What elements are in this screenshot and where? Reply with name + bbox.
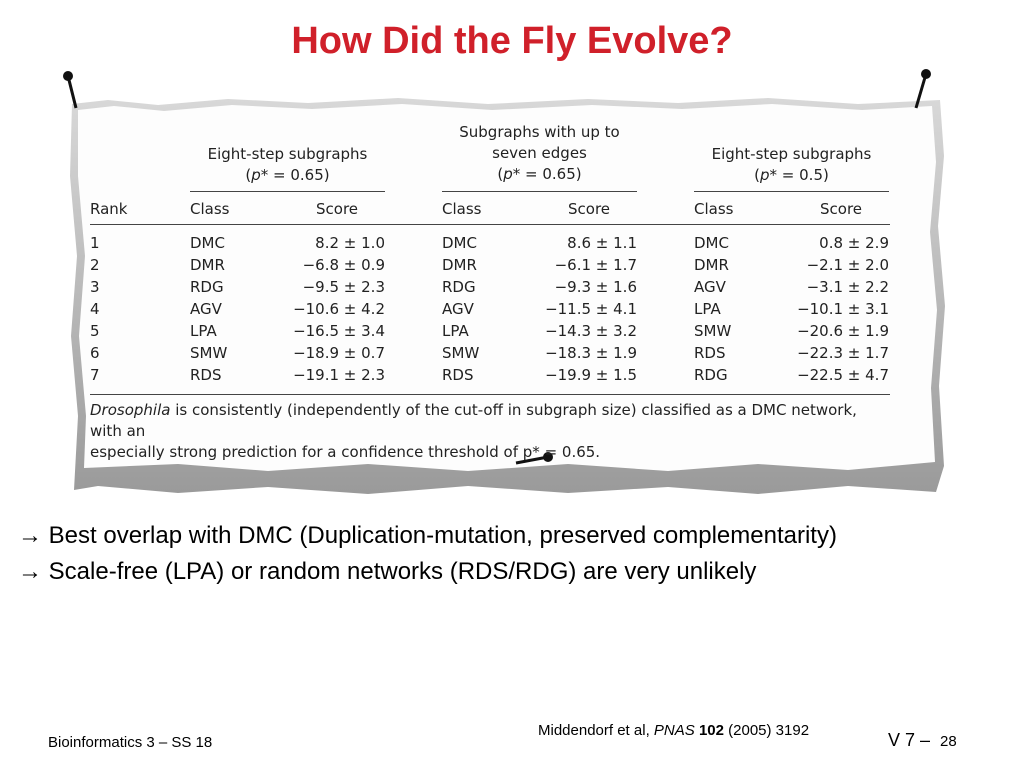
group-header-3-param: (p* = 0.5): [754, 166, 829, 184]
footer-rule: [90, 394, 890, 395]
class-header-1: Class: [190, 200, 230, 218]
class-cell: DMR: [442, 256, 477, 274]
pin-right-icon: [914, 69, 931, 109]
class-cell: LPA: [190, 322, 217, 340]
score-cell: −3.1 ± 2.2: [806, 278, 889, 296]
score-header-1: Score: [316, 200, 359, 218]
group-rule-1: [190, 191, 385, 192]
bullet-list: → Best overlap with DMC (Duplication-mut…: [18, 518, 837, 590]
table-row: 4 AGV −10.6 ± 4.2 AGV −11.5 ± 4.1 LPA −10.1 ± …: [90, 300, 890, 322]
class-cell: RDS: [442, 366, 474, 384]
group-header-3: Eight-step subgraphs (p* = 0.5): [694, 144, 889, 186]
table-caption: Drosophila is consistently (independentl…: [90, 400, 890, 463]
table-row: 2 DMR −6.8 ± 0.9 DMR −6.1 ± 1.7 DMR −2.1 ± 2.0: [90, 256, 890, 278]
rank-cell: 7: [90, 366, 100, 384]
score-cell: 8.2 ± 1.0: [315, 234, 385, 252]
rank-header: Rank: [90, 200, 128, 218]
pin-left-icon: [63, 71, 78, 109]
score-cell: −14.3 ± 3.2: [545, 322, 637, 340]
class-cell: DMR: [190, 256, 225, 274]
group-header-2: Subgraphs with up to seven edges (p* = 0…: [442, 122, 637, 185]
rank-cell: 1: [90, 234, 100, 252]
class-cell: AGV: [190, 300, 222, 318]
table-row: 7 RDS −19.1 ± 2.3 RDS −19.9 ± 1.5 RDG −22.5 ± …: [90, 366, 890, 388]
score-cell: −20.6 ± 1.9: [797, 322, 889, 340]
class-cell: SMW: [694, 322, 732, 340]
citation: Middendorf et al, PNAS 102 (2005) 3192: [538, 722, 810, 739]
class-cell: DMC: [694, 234, 729, 252]
score-cell: −9.5 ± 2.3: [302, 278, 385, 296]
class-cell: LPA: [442, 322, 469, 340]
group-rule-3: [694, 191, 889, 192]
page-number: V 7 – 28: [888, 730, 957, 750]
class-cell: SMW: [190, 344, 228, 362]
table-row: 3 RDG −9.5 ± 2.3 RDG −9.3 ± 1.6 AGV −3.1 ± 2.2: [90, 278, 890, 300]
pin-bottom-icon: [515, 452, 553, 465]
rank-cell: 3: [90, 278, 100, 296]
bullet-item: → Scale-free (LPA) or random networks (R…: [18, 558, 757, 585]
class-cell: DMC: [442, 234, 477, 252]
score-cell: −9.3 ± 1.6: [554, 278, 637, 296]
score-header-3: Score: [820, 200, 863, 218]
score-cell: −11.5 ± 4.1: [545, 300, 637, 318]
class-cell: RDG: [190, 278, 224, 296]
class-header-2: Class: [442, 200, 482, 218]
score-cell: −10.1 ± 3.1: [797, 300, 889, 318]
class-cell: DMR: [694, 256, 729, 274]
score-cell: −22.3 ± 1.7: [797, 344, 889, 362]
class-header-3: Class: [694, 200, 734, 218]
score-cell: −19.1 ± 2.3: [293, 366, 385, 384]
class-cell: RDG: [694, 366, 728, 384]
score-cell: −18.9 ± 0.7: [293, 344, 385, 362]
rank-cell: 2: [90, 256, 100, 274]
score-cell: 0.8 ± 2.9: [819, 234, 889, 252]
rank-cell: 5: [90, 322, 100, 340]
caption-line-1: is consistently (independently of the cu…: [90, 401, 857, 440]
group-header-2-param: (p* = 0.65): [497, 165, 582, 183]
score-header-2: Score: [568, 200, 611, 218]
rank-cell: 6: [90, 344, 100, 362]
score-cell: −16.5 ± 3.4: [293, 322, 385, 340]
paper-clipping: [68, 96, 948, 496]
group-header-1: Eight-step subgraphs (p* = 0.65): [190, 144, 385, 186]
caption-line-2: especially strong prediction for a confi…: [90, 443, 601, 461]
class-cell: AGV: [694, 278, 726, 296]
course-label: Bioinformatics 3 – SS 18: [48, 734, 213, 751]
score-cell: −19.9 ± 1.5: [545, 366, 637, 384]
score-cell: −22.5 ± 4.7: [797, 366, 889, 384]
class-cell: AGV: [442, 300, 474, 318]
score-cell: 8.6 ± 1.1: [567, 234, 637, 252]
table-row: 1 DMC 8.2 ± 1.0 DMC 8.6 ± 1.1 DMC 0.8 ± 2.9: [90, 234, 890, 256]
class-cell: SMW: [442, 344, 480, 362]
header-rule: [90, 224, 890, 225]
bullet-item: → Best overlap with DMC (Duplication-mut…: [18, 522, 837, 549]
class-cell: DMC: [190, 234, 225, 252]
table-row: 5 LPA −16.5 ± 3.4 LPA −14.3 ± 3.2 SMW −20.6 ± …: [90, 322, 890, 344]
score-cell: −6.1 ± 1.7: [554, 256, 637, 274]
score-cell: −2.1 ± 2.0: [806, 256, 889, 274]
score-cell: −10.6 ± 4.2: [293, 300, 385, 318]
torn-paper-shape: [70, 98, 945, 494]
table-row: 6 SMW −18.9 ± 0.7 SMW −18.3 ± 1.9 RDS −22.3 ± …: [90, 344, 890, 366]
score-cell: −18.3 ± 1.9: [545, 344, 637, 362]
group-rule-2: [442, 191, 637, 192]
score-cell: −6.8 ± 0.9: [302, 256, 385, 274]
group-header-1-param: (p* = 0.65): [245, 166, 330, 184]
class-cell: RDG: [442, 278, 476, 296]
class-cell: LPA: [694, 300, 721, 318]
slide-title: How Did the Fly Evolve?: [291, 20, 733, 62]
class-cell: RDS: [694, 344, 726, 362]
caption-species: Drosophila: [90, 401, 171, 419]
rank-cell: 4: [90, 300, 100, 318]
class-cell: RDS: [190, 366, 222, 384]
